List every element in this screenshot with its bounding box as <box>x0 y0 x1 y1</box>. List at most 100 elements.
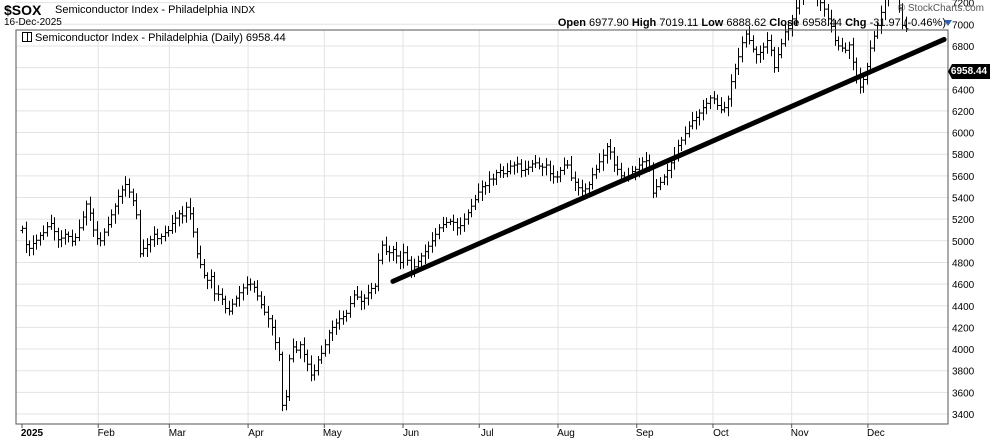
x-tick-label: Dec <box>867 428 885 439</box>
ohlc-bar <box>77 219 82 242</box>
symbol-label: $SOX <box>4 2 42 18</box>
ohlc-bar <box>348 296 353 318</box>
ohlc-bar <box>198 245 203 269</box>
ohlc-bar <box>708 95 713 110</box>
ohlc-bar <box>134 193 139 220</box>
ohlc-bar <box>551 165 556 184</box>
ohlc-bar <box>230 298 235 315</box>
ohlc-bar <box>665 163 670 186</box>
ohlc-bar <box>387 245 392 262</box>
x-tick-label: Sep <box>636 428 654 439</box>
ohlc-bar <box>451 214 456 231</box>
x-tick-label: Feb <box>98 428 116 439</box>
ohlc-bar <box>476 183 481 203</box>
y-tick-label: 7200 <box>952 0 975 10</box>
ohlc-bar <box>658 177 663 191</box>
ohlc-bar <box>847 41 852 60</box>
open-value: 6977.90 <box>589 17 629 29</box>
ohlc-bar <box>148 235 153 253</box>
low-value: 6888.62 <box>726 17 767 29</box>
ohlc-bar <box>141 239 146 257</box>
y-tick-label: 6200 <box>952 107 975 118</box>
ohlc-bar <box>540 163 545 177</box>
low-label: Low <box>701 17 724 29</box>
ohlc-bar <box>722 101 727 113</box>
ohlc-bar <box>544 158 549 176</box>
open-label: Open <box>557 17 586 29</box>
ohlc-bar <box>786 22 791 41</box>
chevron-down-icon[interactable] <box>944 20 952 26</box>
ohlc-bar <box>779 38 784 59</box>
ohlc-bar <box>797 0 800 15</box>
y-tick-label: 4000 <box>952 345 975 356</box>
ohlc-bar <box>362 294 367 310</box>
ohlc-bar <box>155 228 160 246</box>
y-tick-label: 7000 <box>952 20 975 31</box>
y-tick-label: 6800 <box>952 42 975 53</box>
ohlc-bar <box>91 208 96 238</box>
ohlc-bar <box>868 40 873 71</box>
ohlc-bar <box>323 339 328 357</box>
support-trendline <box>390 36 947 284</box>
ohlc-bar <box>565 160 570 169</box>
ohlc-bar <box>426 241 431 259</box>
ohlc-bar <box>27 240 32 257</box>
ohlc-bar <box>394 241 399 264</box>
x-tick-label: Nov <box>791 428 809 439</box>
y-tick-label: 4600 <box>952 280 975 291</box>
y-tick-label: 4400 <box>952 302 975 313</box>
ohlc-bar <box>875 22 880 39</box>
y-tick-label: 5000 <box>952 237 975 248</box>
ohlc-bar <box>369 282 374 300</box>
ohlc-bar <box>483 181 488 195</box>
ohlc-bar <box>337 310 342 330</box>
axes: 3400 3600 3800 4000 4200 4400 4600 4800 5000 5200… <box>21 0 975 439</box>
x-tick-label: Mar <box>169 428 187 439</box>
ohlc-bar <box>262 295 267 316</box>
y-tick-label: 6400 <box>952 85 975 96</box>
y-tick-label: 4200 <box>952 323 975 334</box>
y-tick-label: 5600 <box>952 172 975 183</box>
ohlc-bar <box>102 228 107 246</box>
ohlc-bar <box>904 16 909 32</box>
x-tick-label: Oct <box>713 428 729 439</box>
ohlc-bar <box>683 126 688 145</box>
ohlc-bar <box>184 202 189 223</box>
ohlc-bar <box>34 234 39 250</box>
chart-legend: Semiconductor Index - Philadelphia (Dail… <box>22 32 286 44</box>
ohlc-bar <box>888 0 889 7</box>
ohlc-bar <box>747 26 752 45</box>
exchange-label: INDX <box>231 5 256 16</box>
ohlc-bar <box>608 139 613 160</box>
trendline <box>390 36 947 284</box>
grid <box>16 2 948 424</box>
header-date: 16-Dec-2025 <box>4 17 62 28</box>
ohlc-bar-icon <box>22 32 32 42</box>
x-tick-label: Jul <box>481 428 494 439</box>
close-value: 6958.44 <box>802 17 843 29</box>
price-bars <box>20 0 909 412</box>
ohlc-bar <box>508 160 513 175</box>
ohlc-readout: Open 6977.90 High 7019.11 Low 6888.62 Cl… <box>558 17 946 29</box>
chg-label: Chg <box>845 17 867 29</box>
y-tick-label: 4800 <box>952 258 975 269</box>
ohlc-bar <box>469 198 474 218</box>
ohlc-bar <box>576 178 581 196</box>
ohlc-bar <box>729 74 734 107</box>
y-tick-label: 3400 <box>952 410 975 421</box>
ohlc-bar <box>761 42 766 60</box>
ohlc-bar <box>526 160 531 175</box>
ohlc-bar <box>98 232 103 247</box>
ohlc-bar <box>273 319 278 350</box>
ohlc-bar <box>740 36 745 63</box>
close-label: Close <box>769 17 800 29</box>
ohlc-bar <box>820 0 823 11</box>
last-price-tag: 6958.44 <box>948 64 990 79</box>
ohlc-bar <box>437 224 442 240</box>
ohlc-bar <box>558 166 563 183</box>
ohlc-bar <box>836 36 841 51</box>
ohlc-bar <box>223 295 228 314</box>
ohlc-bar <box>458 217 463 235</box>
ohlc-bar <box>879 5 884 34</box>
